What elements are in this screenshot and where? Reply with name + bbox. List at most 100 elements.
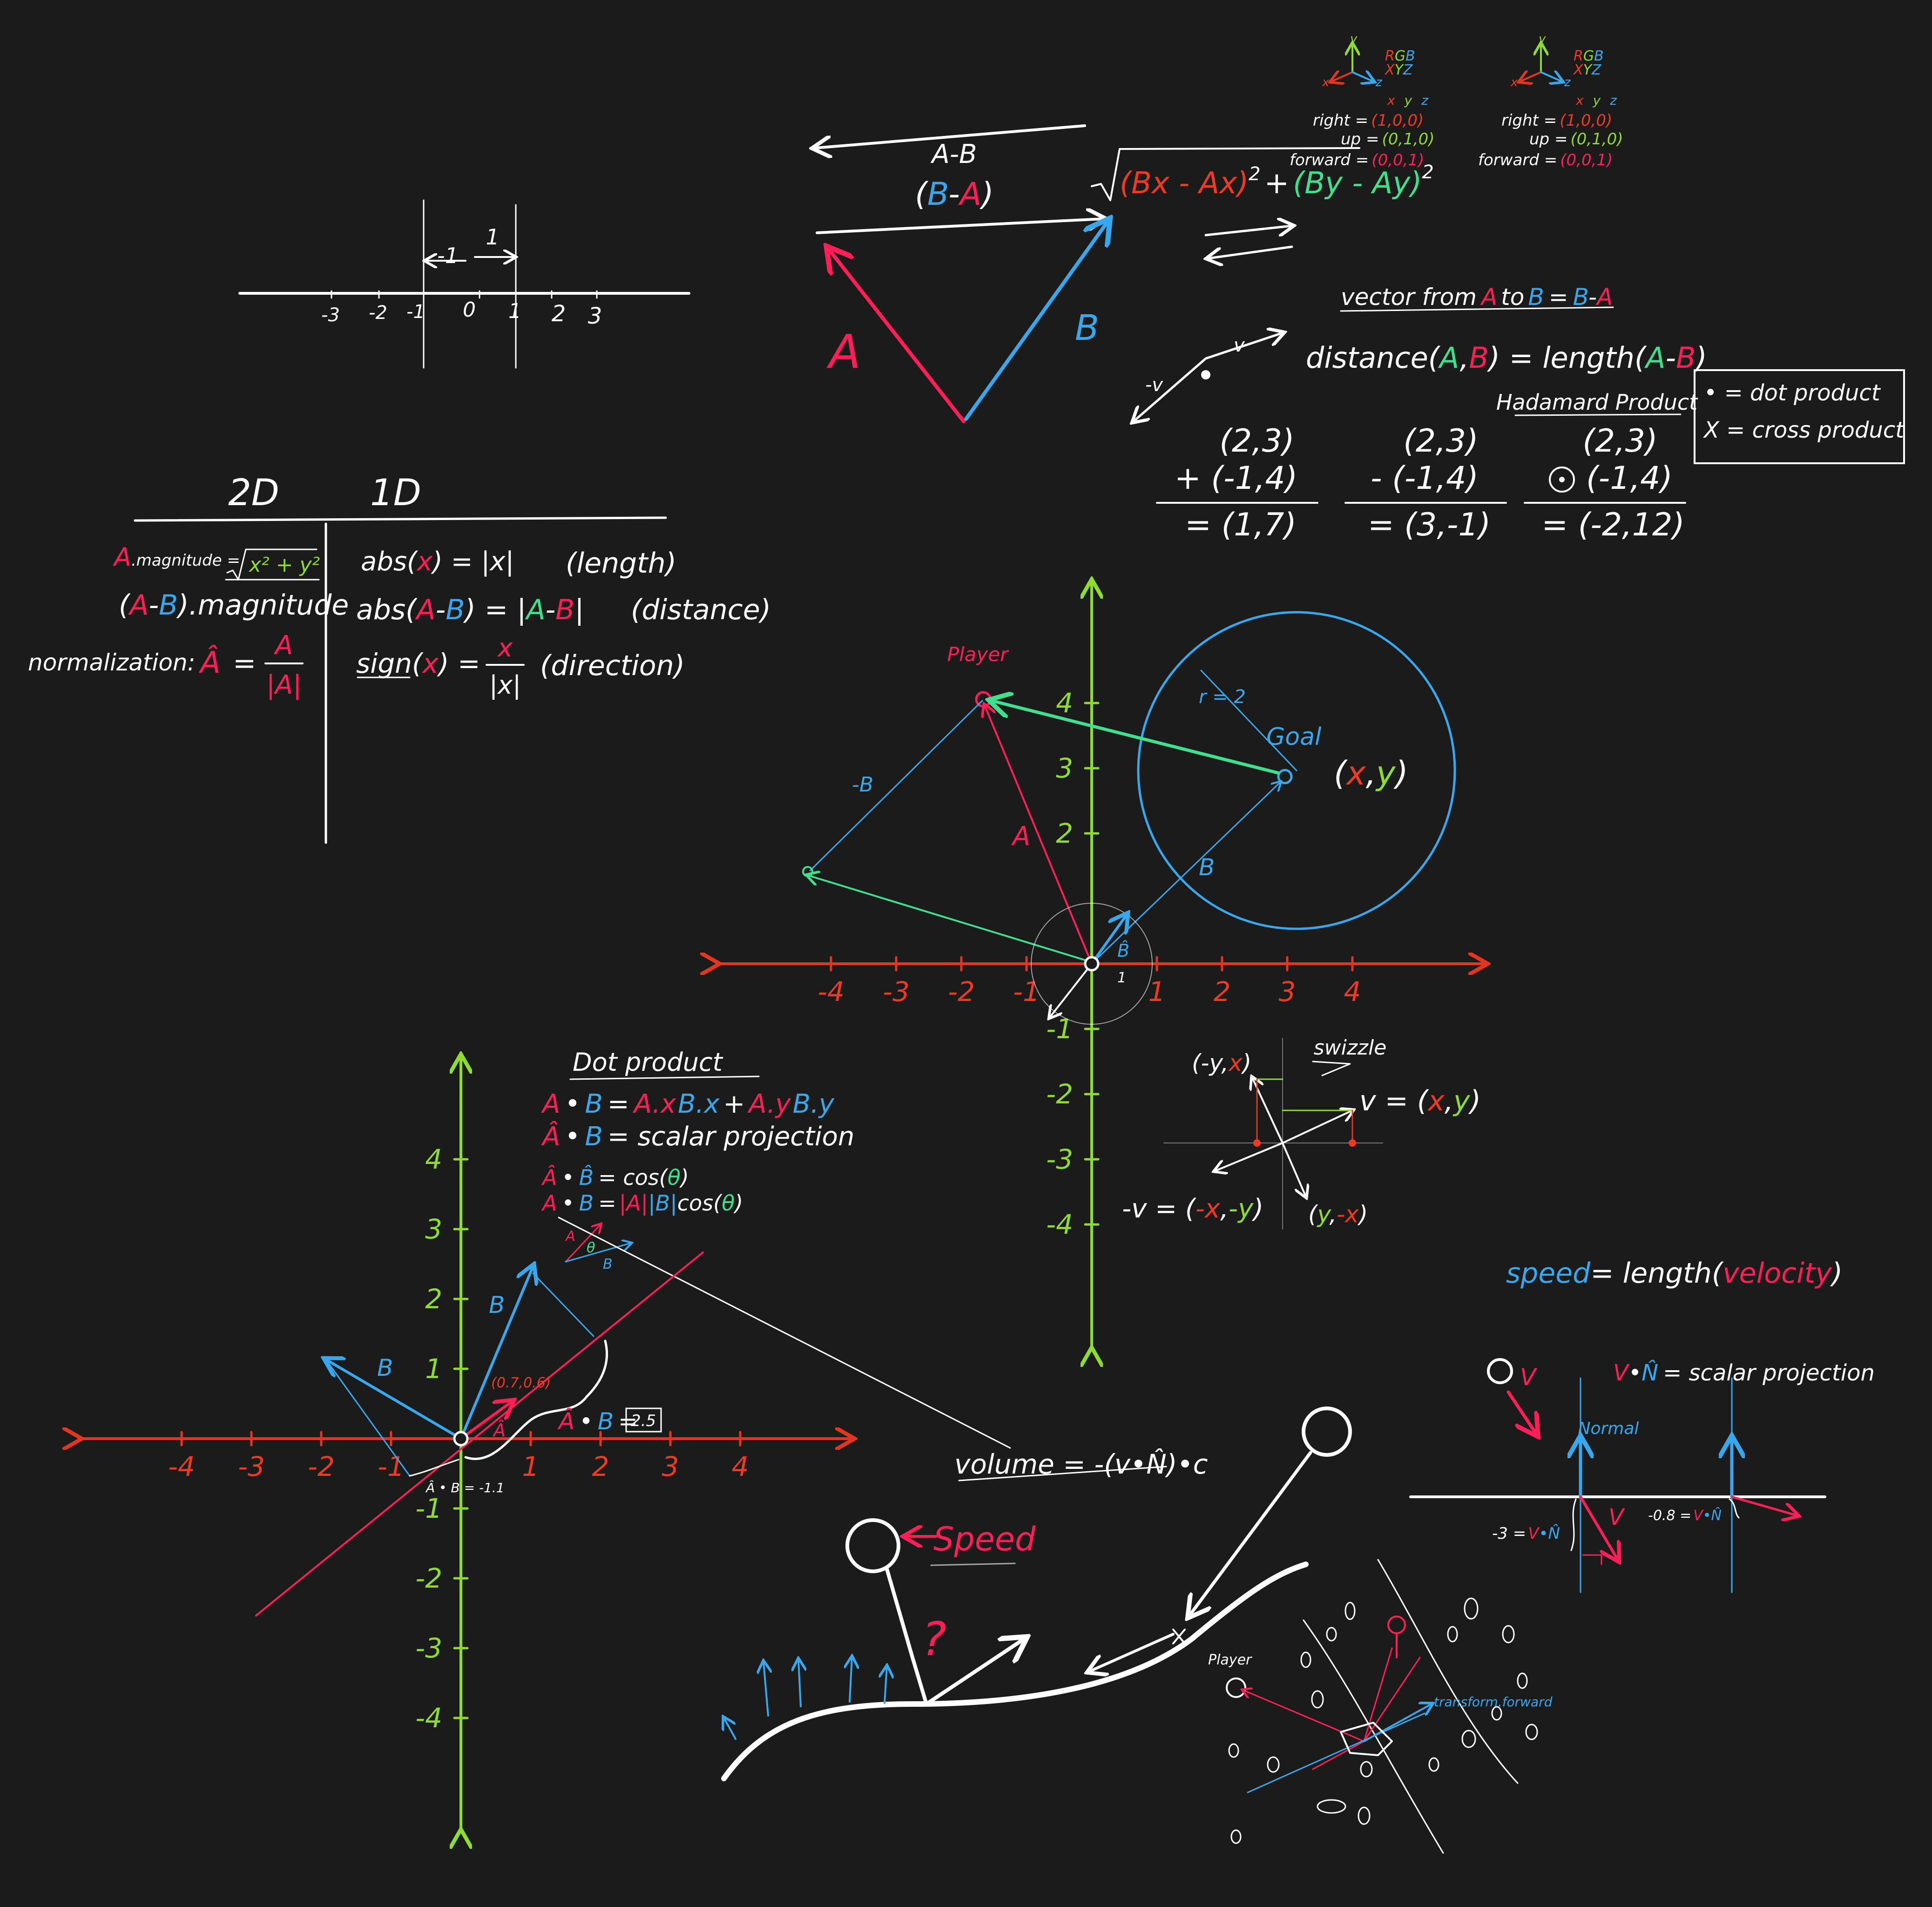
swizzle-perp2-arrow <box>1282 1142 1306 1197</box>
vector-a-label: A <box>826 325 861 379</box>
asteroids <box>1228 1597 1538 1844</box>
sign-row: sign(x) = <box>356 648 480 679</box>
axis-z-letter: z <box>1375 75 1383 89</box>
add-top: (2,3) <box>1219 423 1294 460</box>
xyz-row: XYZ <box>1384 62 1413 78</box>
x-tick-label: -4 <box>168 1451 195 1482</box>
tick-label: -3 <box>321 304 340 326</box>
number-line-left-span: -1 <box>437 243 459 268</box>
hadamard-top: (2,3) <box>1582 423 1657 460</box>
a-minus-b-label: A-B <box>931 139 977 169</box>
tick-label: -2 <box>369 302 387 324</box>
rgb-row: RGB <box>1385 48 1415 64</box>
col-1d: 1D <box>370 472 421 514</box>
x-tick-label: -4 <box>817 976 844 1008</box>
x-tick-label: 3 <box>1279 976 1296 1008</box>
right-projection: -0.8 = V•N̂ <box>1648 1507 1722 1524</box>
y-tick-label: -4 <box>415 1702 442 1734</box>
sign-den: |x| <box>489 670 521 700</box>
vector-b-arrow <box>964 221 1108 421</box>
comparison-table: 2D 1D A.magnitude = x² + y² (A-B).magnit… <box>28 472 771 844</box>
abs-row: abs(x) = |x| <box>361 547 514 577</box>
lower-vector-b-left-label: B <box>377 1354 393 1381</box>
abs-note: (length) <box>566 547 676 580</box>
asteroid-rock <box>1228 1743 1239 1758</box>
x-tick-label: -2 <box>948 976 975 1008</box>
origin-dot <box>1201 370 1210 379</box>
ball-left <box>845 1518 900 1573</box>
asteroid-rock <box>1317 1799 1346 1814</box>
question-mark: ? <box>922 1612 946 1666</box>
player-label: Player <box>947 643 1009 666</box>
center-y-ticks: 432-1-2-3-4 <box>1046 687 1100 1240</box>
normalization-eq: = <box>233 647 256 680</box>
center-vector-a <box>985 705 1093 965</box>
a-hat-label: Â <box>492 1420 506 1440</box>
y-tick-label: -3 <box>415 1632 442 1664</box>
center-vector-b-label: B <box>1199 854 1215 881</box>
tick-label: 0 <box>463 298 476 322</box>
axis-x-letter: x <box>1322 75 1330 89</box>
goal-radius-line <box>1200 669 1297 771</box>
number-line-ticks: -3 -2 -1 0 1 2 3 <box>321 298 602 329</box>
neg-projection-brace <box>409 1459 459 1477</box>
swizzle-v-arrow <box>1282 1110 1352 1144</box>
small-theta-label: θ <box>587 1240 595 1256</box>
left-projection: -3 = V•N̂ <box>1492 1524 1560 1543</box>
field-curve-right <box>1377 1559 1519 1784</box>
abs-ab-row: abs(A-B) = |A-B| <box>356 594 584 626</box>
speed-formula: speed= length(velocity) <box>1506 1257 1843 1290</box>
projection-value-number: 2.5 <box>631 1412 656 1430</box>
dot-product-block: Dot product A • B = A.xB.x + A.yB.y Â • B = scala… <box>541 1048 1011 1449</box>
swizzle-dot <box>1349 1139 1356 1147</box>
normal-arrow <box>885 1667 887 1704</box>
add-mid: + (-1,4) <box>1175 460 1297 497</box>
dot-line-1: A • B = A.xB.x + A.yB.y <box>541 1089 835 1119</box>
x-tick-label: -3 <box>883 976 910 1008</box>
normalization-hat: Â <box>198 645 221 680</box>
forward-row: forward = (0,0,1) <box>1478 151 1613 169</box>
distance-formula: distance(A,B) = length(A-B) <box>1306 341 1707 375</box>
to-neg-b-arrow <box>808 875 1090 962</box>
hadamard-underline <box>1514 413 1682 416</box>
forward-arrow <box>1363 1704 1432 1742</box>
asteroid-player-icon <box>1226 1677 1246 1698</box>
swizzle-squiggle <box>1312 1061 1351 1076</box>
y-tick-label: -2 <box>1046 1078 1073 1110</box>
right-brace <box>1729 1498 1740 1519</box>
small-b-label: B <box>603 1256 613 1272</box>
sub-result: = (3,-1) <box>1368 507 1491 543</box>
v-arrow <box>1204 333 1283 360</box>
tick-label: 2 <box>552 301 566 327</box>
asteroid-rock <box>1502 1625 1515 1643</box>
neg-v-label: -v <box>1145 374 1163 396</box>
x-tick-label: -1 <box>1013 976 1040 1008</box>
sqrt-sq1: 2 <box>1249 163 1260 185</box>
tick-label: 1 <box>508 299 521 323</box>
sqrt-plus: + <box>1264 166 1290 201</box>
dot-line-2: Â • B = scalar projection <box>541 1122 854 1152</box>
glancing-v-arrow <box>1730 1495 1797 1515</box>
volume-underline <box>958 1466 1167 1481</box>
tick-label: -1 <box>406 301 425 323</box>
swizzle-label: swizzle <box>1314 1036 1387 1060</box>
panel-ball-v: V <box>1520 1364 1538 1391</box>
bounce-arrow <box>925 1639 1024 1706</box>
asteroid-rock <box>1267 1756 1280 1773</box>
vector-b-label: B <box>1075 307 1099 348</box>
sqrt-sign <box>1091 147 1360 201</box>
sqrt-sq2: 2 <box>1422 162 1433 183</box>
forward-row: forward = (0,0,1) <box>1290 151 1424 169</box>
x-tick-label: 2 <box>1214 976 1231 1008</box>
forward-label: transform.forward <box>1434 1694 1553 1710</box>
axis-y-letter: y <box>1538 32 1546 46</box>
normal-arrow <box>724 1718 736 1740</box>
panel-ball-arrow <box>1506 1390 1536 1434</box>
b-minus-a-arrow <box>816 219 1103 234</box>
a-hat-arrow <box>459 1401 512 1440</box>
sqrt-formula: (Bx - Ax)2 + (By - Ay)2 <box>1120 162 1434 201</box>
